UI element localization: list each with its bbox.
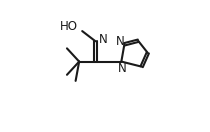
Text: N: N xyxy=(117,62,126,75)
Text: HO: HO xyxy=(59,20,77,33)
Text: N: N xyxy=(99,33,108,46)
Text: N: N xyxy=(116,35,124,48)
